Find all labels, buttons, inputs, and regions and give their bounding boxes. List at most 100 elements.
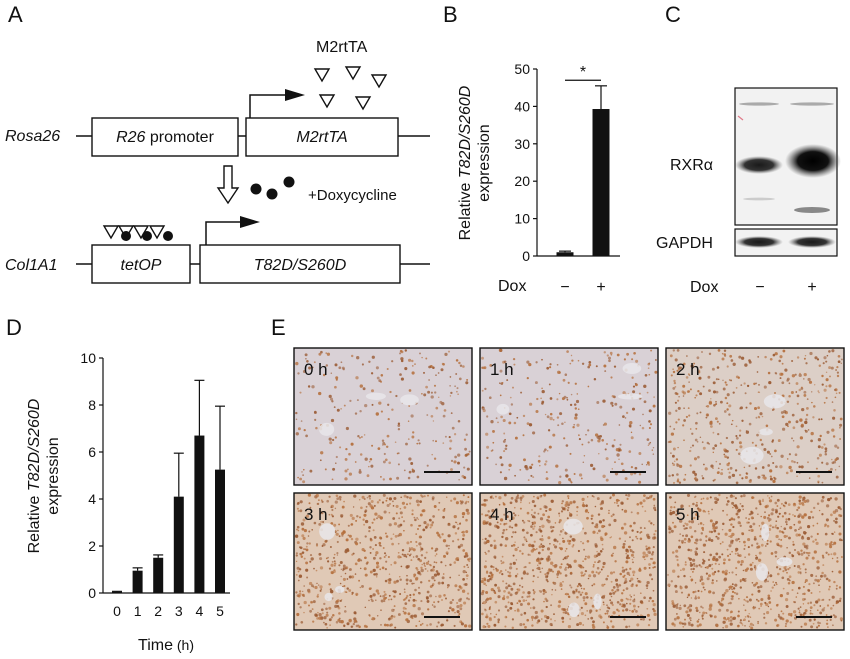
nucleus-dot	[355, 376, 359, 380]
nucleus-dot	[492, 429, 495, 433]
nucleus-dot	[704, 566, 707, 569]
nucleus-dot	[578, 582, 581, 586]
nucleus-dot	[347, 549, 350, 552]
nucleus-dot	[605, 478, 609, 482]
vessel-lumen	[568, 602, 580, 618]
nucleus-dot	[756, 433, 759, 437]
nucleus-dot	[717, 532, 721, 536]
nucleus-dot	[522, 414, 526, 418]
nucleus-dot	[675, 458, 679, 461]
nucleus-dot	[648, 373, 651, 376]
nucleus-dot	[777, 615, 781, 618]
nucleus-dot	[744, 556, 746, 558]
nucleus-dot	[724, 532, 728, 536]
nucleus-dot	[698, 618, 700, 621]
nucleus-dot	[357, 558, 361, 562]
nucleus-dot	[397, 613, 401, 616]
nucleus-dot	[693, 457, 698, 461]
nucleus-dot	[510, 601, 513, 605]
vessel-lumen	[622, 363, 642, 374]
nucleus-dot	[820, 418, 823, 421]
nucleus-dot	[572, 544, 575, 546]
chart-d-bar	[112, 591, 122, 593]
nucleus-dot	[549, 543, 551, 545]
nucleus-dot	[839, 617, 844, 621]
nucleus-dot	[433, 384, 437, 387]
nucleus-dot	[387, 578, 390, 581]
nucleus-dot	[616, 601, 620, 604]
nucleus-dot	[697, 455, 700, 459]
nucleus-dot	[554, 522, 557, 524]
nucleus-dot	[421, 495, 424, 498]
nucleus-dot	[340, 408, 342, 410]
nucleus-dot	[758, 391, 761, 394]
nucleus-dot	[704, 588, 706, 591]
nucleus-dot	[520, 499, 522, 502]
nucleus-dot	[821, 554, 825, 557]
nucleus-dot	[633, 521, 636, 525]
nucleus-dot	[695, 421, 698, 425]
nucleus-dot	[740, 495, 743, 498]
nucleus-dot	[824, 542, 828, 546]
chart-b-ylabel-line2: expression	[476, 124, 493, 201]
nucleus-dot	[350, 442, 354, 446]
nucleus-dot	[685, 376, 689, 379]
nucleus-dot	[813, 618, 816, 621]
nucleus-dot	[628, 556, 631, 560]
nucleus-dot	[383, 452, 386, 456]
nucleus-dot	[731, 501, 735, 505]
nucleus-dot	[483, 578, 487, 582]
nucleus-dot	[399, 507, 402, 510]
nucleus-dot	[383, 600, 386, 603]
nucleus-dot	[320, 511, 323, 514]
nucleus-dot	[502, 418, 506, 423]
nucleus-dot	[339, 560, 343, 565]
nucleus-dot	[618, 424, 621, 426]
nucleus-dot	[553, 564, 557, 569]
nucleus-dot	[723, 558, 726, 562]
nucleus-dot	[682, 567, 686, 571]
nucleus-dot	[800, 552, 804, 556]
nucleus-dot	[323, 621, 325, 624]
nucleus-dot	[834, 396, 837, 399]
nucleus-dot	[715, 400, 717, 403]
nucleus-dot	[585, 504, 588, 507]
nucleus-dot	[723, 578, 727, 582]
nucleus-dot	[802, 603, 805, 605]
nucleus-dot	[423, 495, 426, 498]
nucleus-dot	[458, 598, 462, 603]
nucleus-dot	[567, 624, 572, 629]
nucleus-dot	[683, 439, 685, 442]
nucleus-dot	[737, 610, 740, 613]
nucleus-dot	[803, 378, 805, 380]
nucleus-dot	[835, 369, 838, 371]
nucleus-dot	[364, 535, 367, 538]
nucleus-dot	[511, 626, 515, 630]
nucleus-dot	[729, 354, 733, 358]
nucleus-dot	[748, 625, 751, 628]
nucleus-dot	[688, 608, 692, 612]
nucleus-dot	[335, 455, 338, 459]
nucleus-dot	[364, 403, 368, 408]
nucleus-dot	[747, 553, 751, 556]
nucleus-dot	[416, 544, 418, 547]
nucleus-dot	[410, 523, 413, 527]
nucleus-dot	[499, 382, 501, 384]
nucleus-dot	[428, 579, 431, 582]
nucleus-dot	[353, 494, 357, 498]
nucleus-dot	[462, 533, 466, 537]
nucleus-dot	[814, 578, 818, 582]
nucleus-dot	[807, 515, 812, 520]
nucleus-dot	[590, 597, 593, 600]
nucleus-dot	[639, 600, 644, 604]
nucleus-dot	[697, 589, 700, 593]
nucleus-dot	[701, 561, 705, 565]
gapdh-blot-bands	[735, 236, 836, 248]
vessel-lumen	[740, 446, 764, 465]
nucleus-dot	[386, 434, 390, 438]
nucleus-dot	[348, 452, 351, 456]
nucleus-dot	[785, 422, 789, 427]
nucleus-dot	[788, 551, 792, 555]
nucleus-dot	[731, 473, 736, 478]
nucleus-dot	[373, 536, 377, 539]
